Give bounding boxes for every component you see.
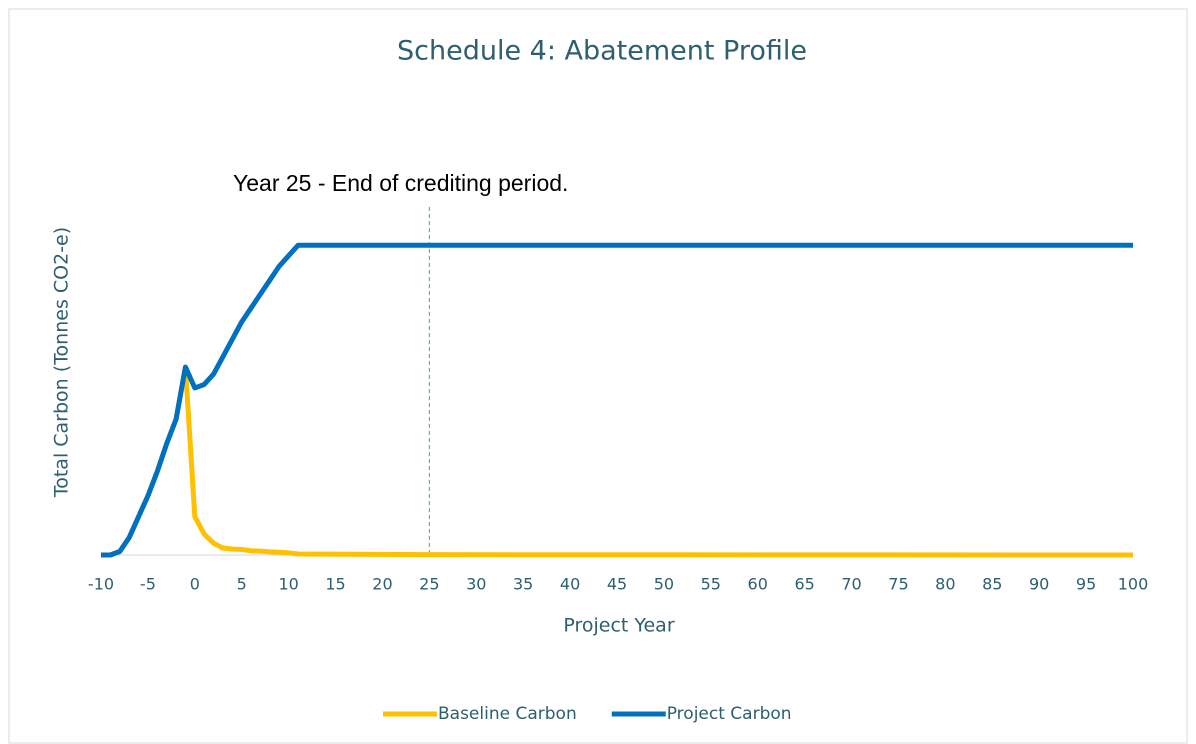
chart-frame <box>8 8 1188 744</box>
x-tick-label: 95 <box>1076 575 1096 594</box>
x-tick-label: -10 <box>88 575 114 594</box>
x-tick-label: 20 <box>372 575 392 594</box>
annotation-text: Year 25 - End of crediting period. <box>233 170 568 196</box>
series-line <box>101 242 1133 558</box>
x-tick-label: 50 <box>654 575 674 594</box>
x-tick-label: 55 <box>701 575 721 594</box>
x-tick-label: 10 <box>278 575 298 594</box>
x-tick-label: 0 <box>190 575 200 594</box>
x-tick-label: 25 <box>419 575 439 594</box>
chart-title: Schedule 4: Abatement Profile <box>397 36 807 67</box>
x-tick-label: -5 <box>140 575 156 594</box>
legend-label: Project Carbon <box>667 704 792 724</box>
legend-label: Baseline Carbon <box>438 704 577 724</box>
x-tick-label: 90 <box>1029 575 1049 594</box>
x-tick-label: 5 <box>237 575 247 594</box>
x-tick-label: 85 <box>982 575 1002 594</box>
y-axis-label: Total Carbon (Tonnes CO2-e) <box>51 227 73 498</box>
x-tick-label: 70 <box>841 575 861 594</box>
x-axis-label: Project Year <box>563 615 674 637</box>
x-tick-label: 100 <box>1118 575 1149 594</box>
x-tick-label: 45 <box>607 575 627 594</box>
x-tick-label: 30 <box>466 575 486 594</box>
x-tick-label: 15 <box>325 575 345 594</box>
x-tick-label: 65 <box>794 575 814 594</box>
x-tick-label: 60 <box>748 575 768 594</box>
x-tick-label: 35 <box>513 575 533 594</box>
x-tick-label: 80 <box>935 575 955 594</box>
x-tick-label: 75 <box>888 575 908 594</box>
x-tick-label: 40 <box>560 575 580 594</box>
